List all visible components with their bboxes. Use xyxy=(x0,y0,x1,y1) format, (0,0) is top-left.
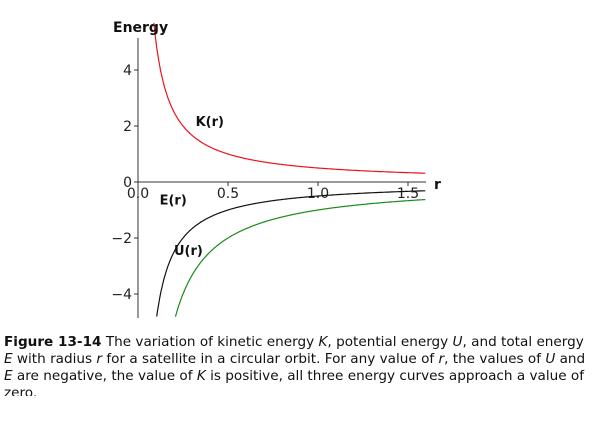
caption-segment: U xyxy=(545,351,556,367)
series-label: U(r) xyxy=(174,244,203,259)
caption-segment: , the values of xyxy=(444,351,546,367)
caption-label: Figure 13-14 xyxy=(4,334,102,350)
x-axis-label: r xyxy=(434,177,441,193)
axes: −4 −2 0 2 4 0.0 0.5 1.0 1.5 xyxy=(111,38,426,318)
caption-segment: K xyxy=(318,334,328,350)
series-kr-line xyxy=(153,22,426,174)
caption-segment: E xyxy=(4,368,13,384)
x-tick-label: 1.0 xyxy=(307,186,329,202)
x-tick-label: 1.5 xyxy=(397,186,419,202)
curves xyxy=(153,22,426,317)
y-tick-label: −2 xyxy=(111,231,132,247)
caption-segment: is positive, all three energy curves app… xyxy=(4,368,585,396)
caption-segment: E xyxy=(4,351,13,367)
caption-segment: and xyxy=(555,351,586,367)
labels: Energy r K(r) E(r) U(r) xyxy=(113,20,441,259)
y-axis-label: Energy xyxy=(113,20,168,36)
caption-segment: , potential energy xyxy=(327,334,453,350)
caption-segment: r xyxy=(96,351,103,367)
y-tick-label: −4 xyxy=(111,287,132,303)
series-ur-line xyxy=(174,198,426,317)
series-label: E(r) xyxy=(160,193,187,208)
series-label: K(r) xyxy=(196,115,224,130)
caption-segment: U xyxy=(452,334,463,350)
caption-segment: for a satellite in a circular orbit. For… xyxy=(102,351,439,367)
figure-caption: Figure 13-14 The variation of kinetic en… xyxy=(4,334,592,396)
caption-segment: with radius xyxy=(12,351,97,367)
x-tick-label: 0.5 xyxy=(217,186,239,202)
caption-segment: , and total energy xyxy=(462,334,584,350)
y-tick-label: 2 xyxy=(123,119,132,135)
caption-segment: The variation of kinetic energy xyxy=(101,334,319,350)
y-tick-label: 0 xyxy=(123,175,132,191)
caption-text: The variation of kinetic energy K, poten… xyxy=(4,334,585,396)
caption-segment: are negative, the value of xyxy=(12,368,197,384)
caption-segment: K xyxy=(196,368,206,384)
caption-segment: r xyxy=(438,351,445,367)
x-tick-label: 0.0 xyxy=(127,186,149,202)
y-tick-label: 4 xyxy=(123,63,132,79)
series-er-line xyxy=(156,190,426,317)
energy-chart: −4 −2 0 2 4 0.0 0.5 1.0 1.5 Energy r K(r) E(r) U(r) xyxy=(111,20,441,318)
